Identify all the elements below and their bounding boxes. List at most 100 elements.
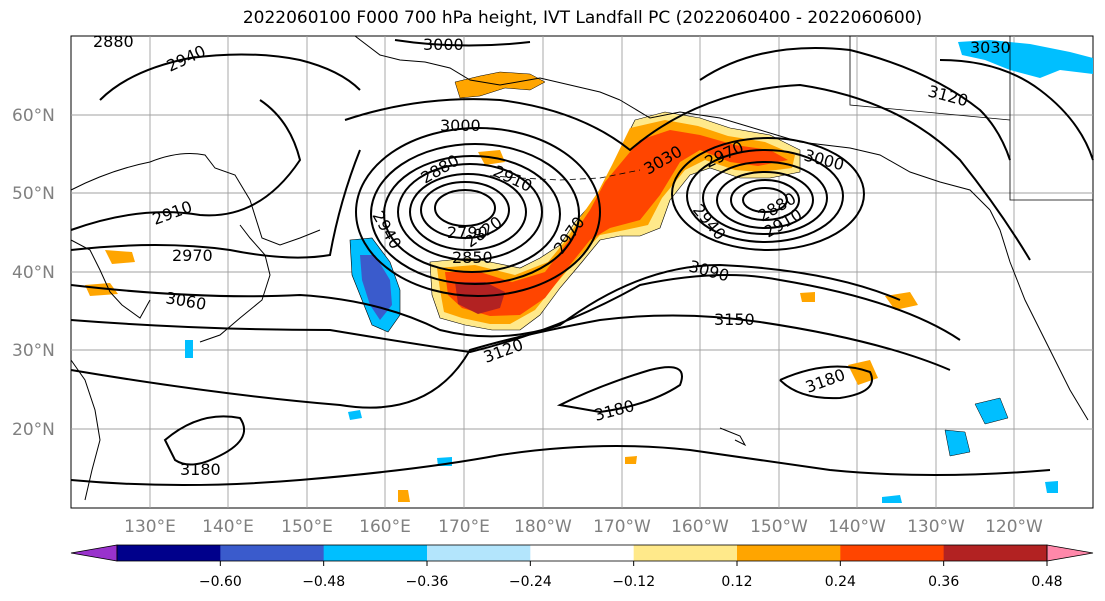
lon-label: 170°E [438, 517, 490, 537]
coastlines [70, 35, 1093, 501]
contour-east-5 [686, 149, 844, 243]
colorbar-tick-label: 0.12 [721, 574, 752, 590]
lat-label: 60°N [12, 106, 55, 126]
positive-anomaly-small-7 [398, 490, 410, 502]
negative-anomaly-small-4 [1045, 481, 1058, 493]
siberia-coast [354, 35, 621, 101]
positive-anomaly-max [455, 282, 505, 314]
colorbar-swatch [323, 545, 428, 561]
latitude-labels: 60°N 50°N 40°N 30°N 20°N [12, 106, 55, 440]
contour-3120 [70, 314, 951, 409]
contour-3180-center [556, 366, 683, 414]
positive-anomaly-small-4 [105, 250, 135, 264]
positive-anomaly-core [445, 130, 788, 316]
map-title: 2022060100 F000 700 hPa height, IVT Land… [242, 8, 923, 28]
lat-label: 30°N [12, 341, 55, 361]
contour-label: 3180 [180, 460, 221, 479]
map-panel: 2880 3000 3030 2940 3120 3000 2880 2910 … [70, 32, 1094, 509]
lon-label: 160°W [671, 517, 729, 537]
lon-label: 140°W [828, 517, 886, 537]
colorbar-swatch [943, 545, 1048, 561]
positive-anomaly-small-6 [800, 292, 815, 302]
contour-3180-west [163, 415, 246, 466]
lon-label: 140°E [202, 517, 254, 537]
contour-2940-north [99, 53, 361, 101]
lon-label: 120°W [985, 517, 1043, 537]
negative-anomaly-small-6 [185, 340, 193, 358]
contour-label: 3150 [714, 310, 755, 329]
japan-coast [199, 224, 271, 343]
contour-east-6 [671, 137, 865, 251]
canada-border [1009, 36, 1093, 201]
contour-label: 3030 [970, 38, 1011, 57]
colorbar-swatch [220, 545, 325, 561]
colorbar-swatch [633, 545, 738, 561]
lat-label: 20°N [12, 420, 55, 440]
colorbar-low-extend [70, 544, 118, 562]
korea-coast [70, 239, 151, 319]
hawaii-islands [719, 427, 747, 447]
colorbar-swatch [840, 545, 945, 561]
contour-label: 2790 [447, 223, 488, 242]
contour-east-1 [742, 187, 788, 213]
contour-2790 [434, 189, 496, 227]
lon-label: 180°W [514, 517, 572, 537]
alaska-coast [619, 99, 991, 211]
asia-coast [70, 153, 321, 246]
alaska-border [849, 36, 1011, 121]
negative-anomaly-small-2 [944, 429, 971, 457]
contour-label: 3000 [440, 116, 481, 135]
gridlines [71, 36, 1093, 508]
contour-2910-west [383, 155, 561, 273]
north-america-west-coast [989, 209, 1089, 421]
negative-anomaly-small-7 [348, 410, 362, 420]
aleutian-islands [479, 169, 641, 181]
positive-anomaly-small-5 [85, 283, 118, 296]
contour-label: 2970 [172, 246, 213, 265]
lon-label: 150°E [281, 517, 333, 537]
colorbar-swatch [117, 545, 221, 561]
colorbar-tick-label: −0.60 [199, 574, 242, 590]
lon-label: 160°E [359, 517, 411, 537]
contour-2820 [420, 181, 510, 239]
contour-east-2 [730, 179, 800, 221]
contour-3180-east [779, 365, 873, 400]
negative-anomaly-core [360, 255, 392, 320]
positive-anomaly-small-8 [625, 456, 637, 464]
colorbar-tick-label: 0.48 [1031, 574, 1062, 590]
lon-label: 130°W [907, 517, 965, 537]
lon-label: 130°E [124, 517, 176, 537]
contour-east-3 [716, 171, 814, 229]
contour-3150 [70, 445, 1051, 486]
colorbar-tick-label: −0.24 [509, 574, 552, 590]
china-coast [70, 359, 101, 501]
colorbar-high-extend [1046, 544, 1094, 562]
contour-2910 [70, 99, 302, 231]
contour-label: 3000 [423, 35, 464, 54]
height-contours [70, 39, 1094, 486]
lat-label: 40°N [12, 263, 55, 283]
contour-3000-north [394, 39, 531, 47]
colorbar-tick-label: 0.24 [825, 574, 856, 590]
colorbar-tick-label: −0.48 [302, 574, 345, 590]
longitude-labels: 130°E 140°E 150°E 160°E 170°E 180°W 170°… [124, 517, 1043, 537]
negative-anomaly-small-1 [974, 397, 1009, 425]
lon-label: 150°W [750, 517, 808, 537]
colorbar-swatch [737, 545, 841, 561]
lat-label: 50°N [12, 184, 55, 204]
contour-label: 2850 [452, 248, 493, 267]
contour-label: 2880 [93, 32, 134, 51]
colorbar-tick-label: 0.36 [928, 574, 959, 590]
contour-2970-west [355, 127, 601, 297]
contour-3000 [344, 83, 1031, 261]
contour-3090 [70, 274, 961, 354]
colorbar-swatch [427, 545, 531, 561]
colorbar-frame [116, 544, 1048, 562]
negative-anomaly-small-3 [882, 495, 902, 503]
contour-3030-north [939, 59, 1094, 161]
contour-2880 [397, 163, 543, 261]
colorbar-swatch [530, 545, 635, 561]
contour-2970 [70, 149, 361, 259]
contour-3060 [70, 263, 901, 338]
